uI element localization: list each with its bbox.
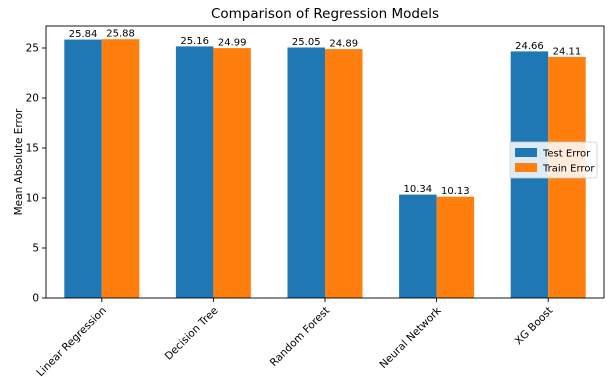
legend-swatch: [515, 163, 537, 172]
bar-value-label: 25.88: [106, 29, 135, 40]
y-tick-label: 15: [26, 143, 39, 155]
bars-layer: [64, 39, 586, 299]
bar-value-label: 24.11: [553, 46, 582, 57]
train-error-bar: [436, 196, 475, 298]
test-error-bar: [175, 46, 214, 299]
train-error-bar: [213, 48, 251, 298]
train-error-bar: [325, 49, 363, 298]
bar-value-label: 10.34: [404, 184, 433, 195]
plot-frame: [45, 25, 605, 299]
test-error-bar: [64, 39, 102, 298]
x-tick-label: Decision Tree: [163, 305, 221, 363]
x-tick-label: Linear Regression: [34, 305, 109, 377]
y-axis-label: Mean Absolute Error: [13, 108, 25, 215]
x-axis: Linear Regression Decision Tree Random For…: [34, 298, 555, 377]
y-tick-label: 20: [26, 93, 39, 105]
bar-value-label: 10.13: [441, 186, 470, 197]
y-tick-label: 5: [32, 243, 39, 255]
bar-value-label: 25.05: [292, 37, 321, 48]
x-tick-label: Random Forest: [268, 305, 332, 369]
x-tick-label: XG Boost: [513, 305, 556, 348]
data-labels-layer: 25.84 25.88 25.16 24.99 25.05 24.89 10.34 10.13…: [69, 29, 582, 197]
bar-value-label: 25.16: [180, 36, 209, 47]
y-axis: 0 5 10 15 20 25: [26, 43, 46, 305]
legend-swatch: [515, 148, 537, 157]
y-tick-label: 0: [32, 293, 39, 305]
train-error-bar: [101, 39, 140, 298]
bar-value-label: 25.84: [69, 29, 98, 40]
y-tick-label: 25: [26, 43, 39, 55]
legend-entry-label: Train Error: [542, 164, 595, 175]
bar-value-label: 24.99: [218, 38, 247, 49]
x-tick-label: Neural Network: [377, 304, 444, 371]
bar-value-label: 24.89: [329, 39, 358, 50]
bar-value-label: 24.66: [515, 41, 544, 52]
chart-title: Comparison of Regression Models: [211, 6, 439, 22]
test-error-bar: [287, 47, 325, 298]
test-error-bar: [399, 194, 437, 298]
legend-entry-label: Test Error: [542, 149, 591, 160]
y-tick-label: 10: [26, 193, 39, 205]
legend: Test Error Train Error: [509, 141, 598, 179]
